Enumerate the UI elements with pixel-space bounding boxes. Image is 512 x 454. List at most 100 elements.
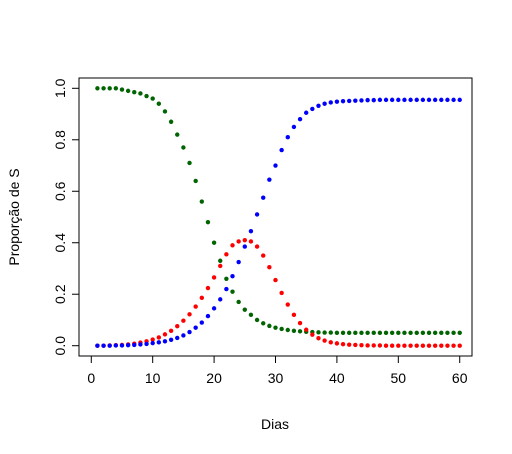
data-point	[162, 332, 168, 337]
data-point	[316, 103, 321, 109]
data-point	[371, 97, 376, 103]
data-point	[353, 330, 358, 336]
data-point	[218, 263, 223, 269]
y-axis-title: Proporção de S	[6, 168, 22, 265]
data-point	[95, 343, 100, 348]
data-point	[359, 342, 364, 348]
data-point	[254, 244, 260, 249]
data-point	[150, 337, 155, 342]
data-point	[334, 330, 340, 336]
data-point	[389, 330, 395, 336]
data-point	[168, 337, 174, 342]
data-point	[144, 341, 149, 347]
data-point	[334, 99, 340, 104]
data-point	[279, 290, 284, 296]
data-point	[328, 340, 333, 345]
data-point	[125, 88, 131, 94]
data-point	[267, 323, 272, 329]
data-point	[168, 328, 174, 333]
data-point	[383, 97, 389, 103]
data-point	[365, 330, 370, 336]
data-point	[297, 320, 303, 326]
x-tick-label: 30	[268, 370, 284, 386]
x-tick-label: 40	[329, 370, 345, 386]
data-point	[199, 320, 205, 325]
data-point	[353, 342, 358, 348]
data-point	[205, 285, 211, 291]
data-point	[451, 343, 456, 348]
data-point	[175, 335, 180, 341]
data-point	[113, 86, 119, 91]
data-point	[389, 343, 395, 348]
data-point	[340, 330, 346, 336]
y-tick-label: 0.2	[52, 284, 68, 304]
data-point	[168, 119, 174, 124]
data-point	[457, 330, 462, 336]
data-point	[371, 330, 376, 336]
data-point	[328, 330, 333, 335]
data-point	[445, 97, 450, 103]
data-point	[285, 302, 290, 307]
data-point	[230, 289, 235, 294]
data-point	[396, 343, 401, 348]
data-point	[273, 325, 278, 330]
data-point	[119, 87, 125, 92]
data-point	[383, 330, 389, 336]
plot-box	[78, 77, 473, 357]
data-point	[340, 341, 346, 347]
data-point	[408, 330, 413, 336]
series-1	[95, 86, 462, 336]
data-point	[267, 264, 272, 270]
data-point	[414, 97, 419, 103]
series-2	[95, 237, 462, 348]
data-point	[451, 330, 456, 336]
x-axis: 0 10 20 30 40 50 60	[87, 355, 468, 386]
data-point	[261, 253, 266, 258]
data-point	[279, 326, 284, 332]
data-point	[205, 219, 211, 225]
data-point	[426, 97, 432, 103]
data-point	[156, 340, 162, 345]
data-point	[162, 109, 168, 114]
y-tick-label: 0.4	[52, 233, 68, 253]
data-point	[414, 343, 419, 348]
data-point	[457, 97, 462, 103]
data-point	[322, 330, 327, 335]
data-point	[439, 343, 444, 348]
data-point	[389, 97, 395, 103]
data-point	[224, 286, 229, 292]
data-point	[285, 327, 290, 333]
data-point	[304, 110, 309, 115]
data-point	[187, 329, 192, 335]
x-tick-label: 10	[145, 370, 161, 386]
data-point	[439, 330, 444, 336]
data-point	[181, 145, 186, 150]
series-3	[95, 97, 462, 348]
data-point	[451, 97, 456, 103]
data-point	[322, 338, 327, 343]
data-point	[248, 228, 254, 234]
data-point	[297, 329, 303, 334]
data-point	[365, 343, 370, 348]
data-point	[113, 343, 119, 348]
data-point	[383, 343, 389, 348]
data-point	[248, 239, 254, 244]
data-point	[328, 100, 333, 105]
data-point	[396, 97, 401, 103]
data-point	[340, 98, 346, 104]
data-point	[316, 336, 321, 341]
data-point	[273, 163, 278, 168]
data-point	[211, 240, 217, 245]
data-point	[414, 330, 419, 336]
data-point	[432, 343, 438, 348]
data-point	[291, 328, 297, 333]
data-point	[426, 343, 432, 348]
y-tick-label: 0.8	[52, 130, 68, 150]
data-point	[101, 86, 106, 91]
data-point	[445, 330, 450, 336]
data-point	[181, 333, 186, 338]
data-point	[187, 312, 192, 317]
x-tick-label: 60	[452, 370, 468, 386]
data-point	[132, 89, 137, 95]
